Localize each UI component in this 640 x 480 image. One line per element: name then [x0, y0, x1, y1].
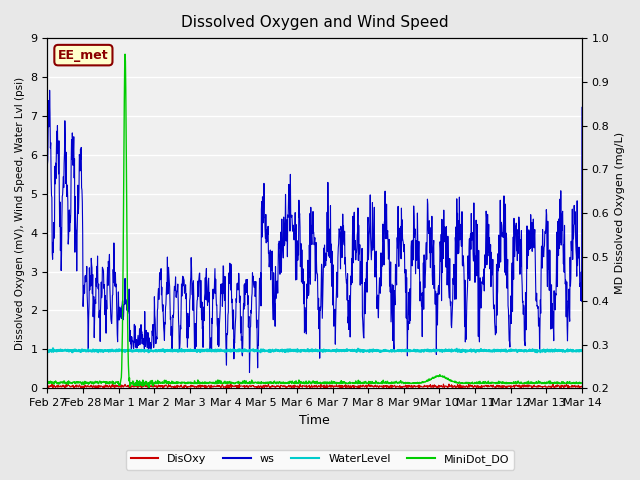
- Y-axis label: MD Dissolved Oxygen (mg/L): MD Dissolved Oxygen (mg/L): [615, 132, 625, 294]
- Y-axis label: Dissolved Oxygen (mV), Wind Speed, Water Lvl (psi): Dissolved Oxygen (mV), Wind Speed, Water…: [15, 77, 25, 350]
- Text: EE_met: EE_met: [58, 48, 109, 61]
- Legend: DisOxy, ws, WaterLevel, MiniDot_DO: DisOxy, ws, WaterLevel, MiniDot_DO: [126, 450, 514, 469]
- Title: Dissolved Oxygen and Wind Speed: Dissolved Oxygen and Wind Speed: [181, 15, 449, 30]
- X-axis label: Time: Time: [300, 414, 330, 427]
